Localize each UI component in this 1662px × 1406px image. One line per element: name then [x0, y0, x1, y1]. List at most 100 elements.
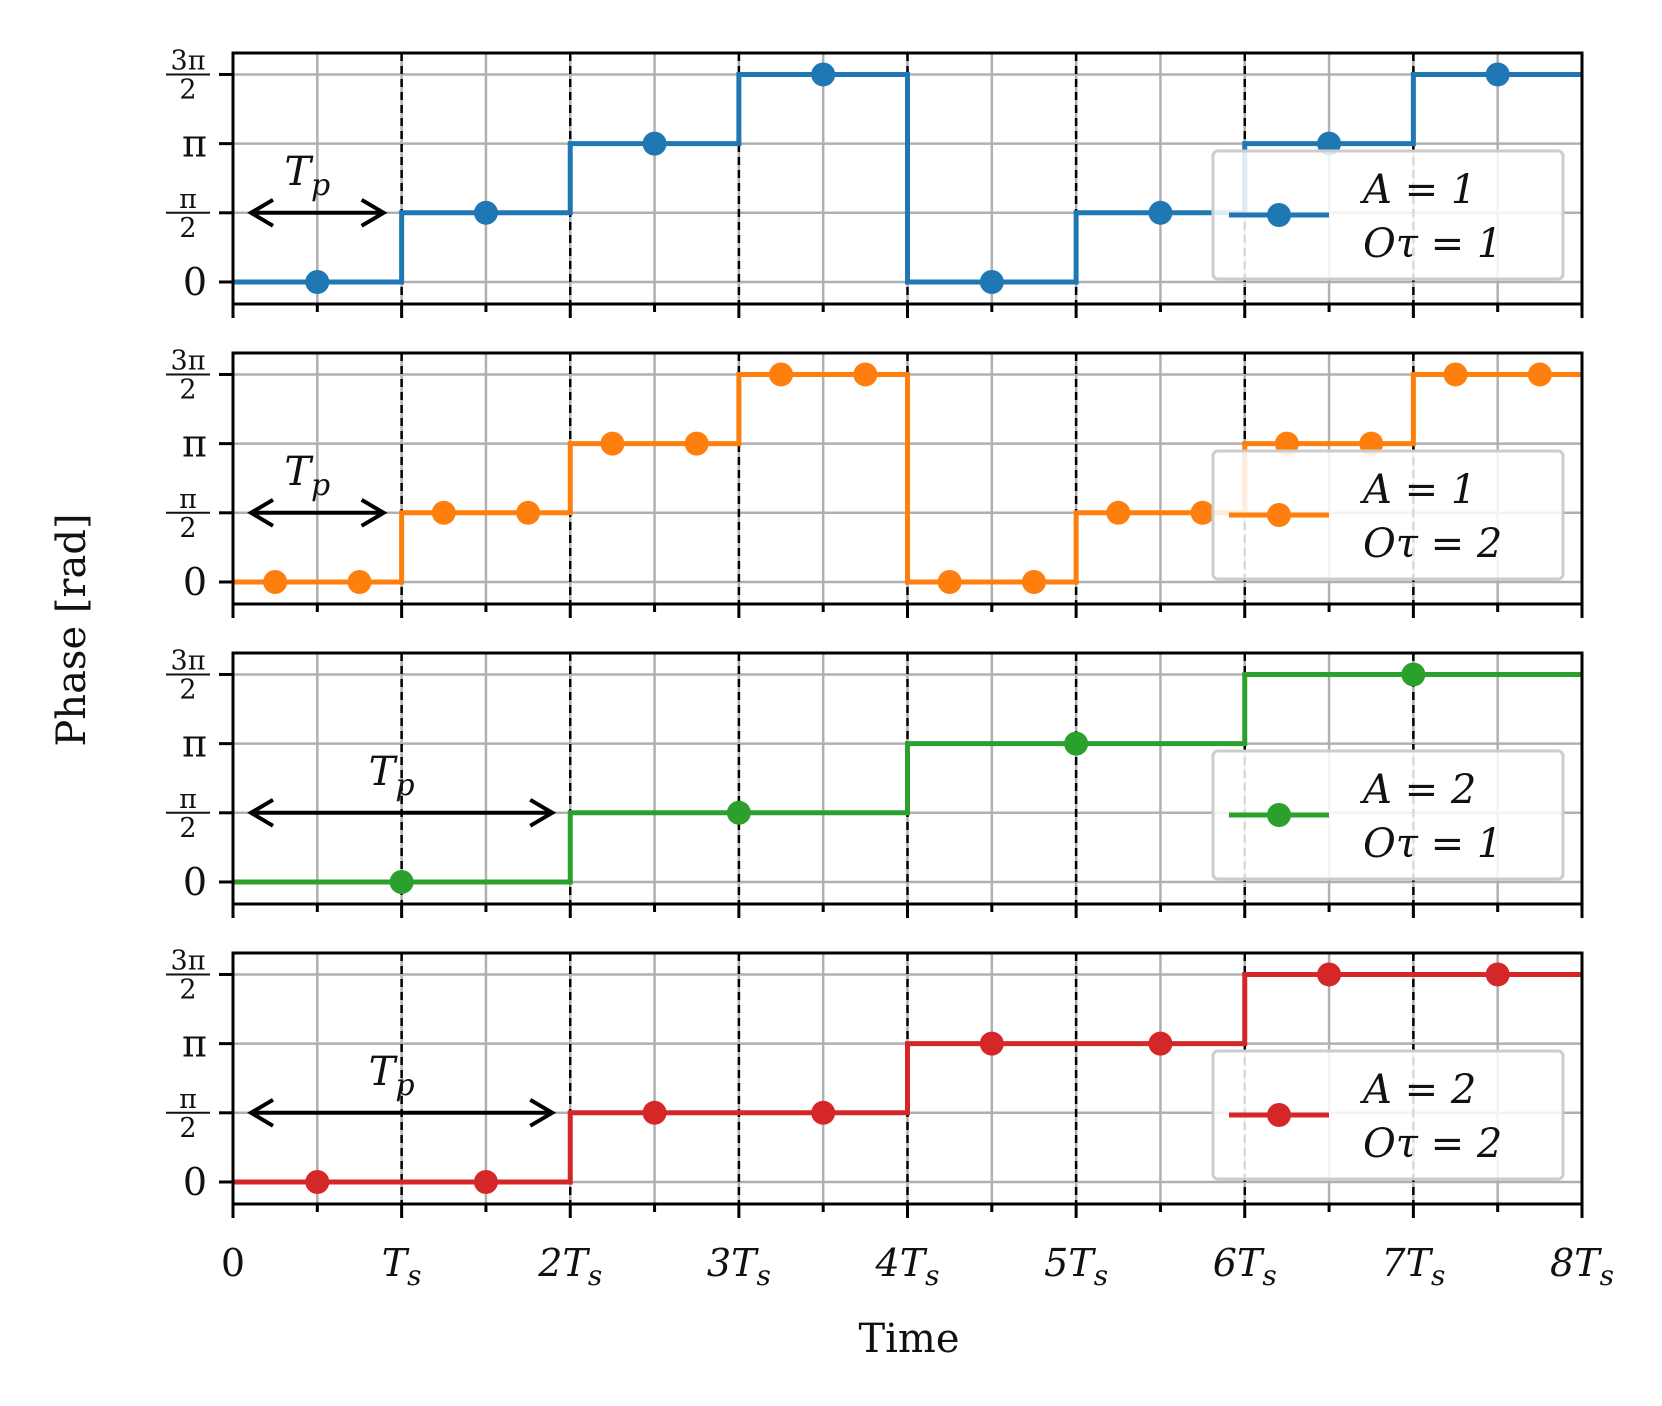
legend: A = 2 Oτ = 2: [1211, 1049, 1565, 1181]
series-line: [233, 671, 1582, 885]
arrow-head-left: [247, 1098, 275, 1128]
y-tick-label-numerator: π: [179, 784, 197, 815]
y-tick-label-numerator: 3π: [171, 45, 206, 76]
y-axis-label: Phase [rad]: [49, 513, 95, 746]
data-point: [769, 362, 794, 387]
y-tick-label-denominator: 2: [179, 674, 196, 705]
legend-marker: [1267, 803, 1291, 827]
legend-label-line1: A = 2: [1359, 1067, 1476, 1113]
x-tick-label: 2Ts: [537, 1241, 602, 1292]
legend-label-line1: A = 1: [1359, 467, 1476, 513]
y-tick-label-numerator: 3π: [171, 945, 206, 976]
x-tick-label: 5Ts: [1044, 1241, 1108, 1292]
arrow-head-left: [247, 198, 275, 228]
data-point: [516, 500, 541, 525]
y-tick-label: 0: [183, 560, 207, 604]
data-point: [1443, 362, 1468, 387]
data-point: [431, 500, 456, 525]
legend-label-line2: Oτ = 1: [1363, 221, 1502, 267]
series-line: [233, 371, 1582, 585]
data-point: [1190, 500, 1215, 525]
legend-label-line1: A = 2: [1359, 767, 1476, 813]
data-point: [1317, 962, 1342, 987]
legend-box: [1211, 1049, 1565, 1181]
data-point: [642, 131, 667, 156]
y-tick-label-numerator: π: [179, 1084, 197, 1115]
data-point: [389, 869, 414, 894]
data-point: [1401, 662, 1426, 687]
y-tick-label-numerator: 3π: [171, 645, 206, 676]
legend-label-line2: Oτ = 1: [1363, 821, 1502, 867]
legend-box: [1211, 449, 1565, 581]
arrow-head-right: [529, 798, 557, 828]
legend: A = 1 Oτ = 1: [1211, 149, 1565, 281]
legend-box: [1211, 149, 1565, 281]
data-point: [1527, 362, 1552, 387]
data-point: [726, 800, 751, 825]
data-point: [1148, 200, 1173, 225]
legend-marker: [1267, 1103, 1291, 1127]
legend-label-line1: A = 1: [1359, 167, 1476, 213]
x-tick-label: 0: [221, 1241, 245, 1285]
y-tick-label-denominator: 2: [179, 974, 196, 1005]
data-point: [1106, 500, 1131, 525]
data-point: [811, 1100, 836, 1125]
y-tick-label-denominator: 2: [179, 513, 196, 544]
annotation-label: Tp: [284, 449, 330, 503]
y-tick-label-denominator: 2: [179, 74, 196, 105]
legend: A = 1 Oτ = 2: [1211, 449, 1565, 581]
y-tick-label: π: [182, 422, 207, 466]
y-tick-label: 0: [183, 260, 207, 304]
x-tick-label: 4Ts: [875, 1241, 940, 1292]
y-tick-label-numerator: 3π: [171, 345, 206, 376]
legend-marker: [1267, 203, 1291, 227]
arrow-head-right: [360, 198, 388, 228]
data-point: [1064, 731, 1089, 756]
data-point: [473, 1169, 498, 1194]
y-tick-label: 0: [183, 1160, 207, 1204]
series-line: [233, 971, 1582, 1185]
y-tick-label-numerator: π: [179, 184, 197, 215]
y-tick-label: 0: [183, 860, 207, 904]
data-point: [305, 269, 330, 294]
y-tick-label-denominator: 2: [179, 213, 196, 244]
arrow-head-right: [360, 498, 388, 528]
data-point: [979, 269, 1004, 294]
data-point: [937, 569, 962, 594]
y-tick-label: π: [182, 1022, 207, 1066]
data-point: [1148, 1031, 1173, 1056]
legend-label-line2: Oτ = 2: [1363, 521, 1502, 567]
arrow-head-left: [247, 798, 275, 828]
data-point: [642, 1100, 667, 1125]
data-point: [305, 1169, 330, 1194]
annotation-label: Tp: [369, 749, 415, 803]
y-tick-label-denominator: 2: [179, 813, 196, 844]
data-point: [1021, 569, 1046, 594]
x-tick-label: 3Ts: [707, 1241, 771, 1292]
legend: A = 2 Oτ = 1: [1211, 749, 1565, 881]
y-tick-label-numerator: π: [179, 484, 197, 515]
arrow-head-right: [529, 1098, 557, 1128]
y-tick-label: π: [182, 122, 207, 166]
legend-marker: [1267, 503, 1291, 527]
x-tick-label: 7Ts: [1381, 1241, 1445, 1292]
data-point: [473, 200, 498, 225]
arrow-head-left: [247, 498, 275, 528]
y-tick-label-denominator: 2: [179, 374, 196, 405]
x-tick-label: 6Ts: [1213, 1241, 1277, 1292]
data-point: [979, 1031, 1004, 1056]
annotation-label: Tp: [284, 149, 330, 203]
data-point: [1485, 962, 1510, 987]
data-point: [600, 431, 625, 456]
data-point: [347, 569, 372, 594]
data-point: [1485, 62, 1510, 87]
legend-label-line2: Oτ = 2: [1363, 1121, 1502, 1167]
x-axis-label: Time: [858, 1316, 959, 1362]
y-tick-label-denominator: 2: [179, 1113, 196, 1144]
